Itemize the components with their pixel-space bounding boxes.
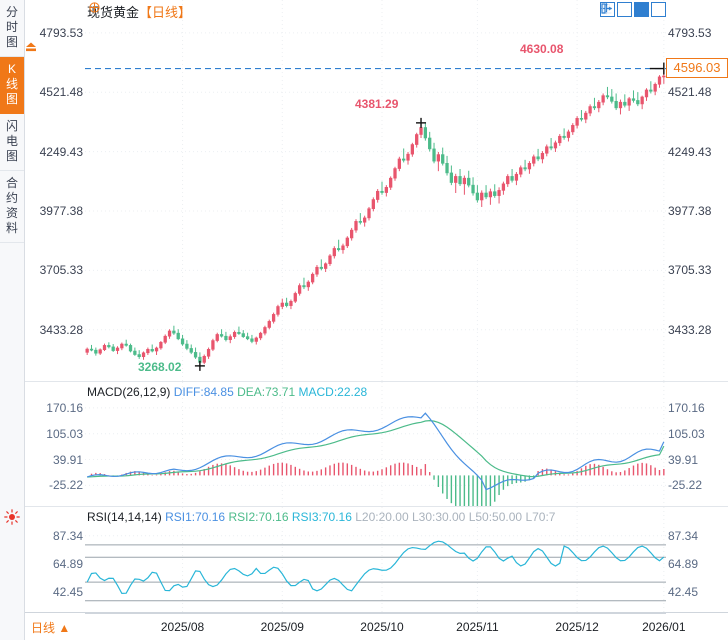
time-axis-label-1: 2025/09 bbox=[260, 620, 304, 634]
swing-high-label: 4381.29 bbox=[355, 97, 399, 111]
rsi-panel: RSI(14,14,14) RSI1:70.16 RSI2:70.16 RSI3… bbox=[25, 506, 728, 613]
last-price-tag: 4596.03 bbox=[666, 58, 728, 78]
price-y-label-right-1: 4521.48 bbox=[668, 85, 712, 100]
sidebar-item-contract[interactable]: 合约资料 bbox=[0, 171, 24, 243]
period-low-label: 3268.02 bbox=[138, 360, 182, 374]
rsi-y-label-left-1: 64.89 bbox=[52, 556, 83, 571]
rsi-name: RSI(14,14,14) bbox=[87, 510, 162, 524]
rsi-y-label-left-2: 42.45 bbox=[52, 584, 83, 599]
period-label: 【日线】 bbox=[139, 5, 192, 20]
sun-icon[interactable] bbox=[4, 509, 20, 525]
sidebar-item-time-chart[interactable]: 分时图 bbox=[0, 0, 24, 57]
chart-axis-left-icon[interactable] bbox=[601, 2, 632, 17]
rsi-l70-value: L70:7 bbox=[525, 510, 556, 524]
time-axis-label-4: 2025/12 bbox=[555, 620, 599, 634]
time-axis-label-2: 2025/10 bbox=[360, 620, 404, 634]
price-y-label-left-1: 4521.48 bbox=[39, 85, 83, 100]
rsi-plot[interactable] bbox=[85, 507, 666, 613]
macd-y-label-right-0: 170.16 bbox=[668, 400, 705, 415]
rsi2-value: RSI2:70.16 bbox=[228, 510, 289, 524]
macd-legend: MACD(26,12,9) DIFF:84.85 DEA:73.71 MACD:… bbox=[87, 385, 367, 399]
circle-info-icon[interactable] bbox=[89, 2, 100, 13]
macd-y-label-left-2: 39.91 bbox=[52, 452, 83, 467]
chart-title: 现货黄金【日线】 bbox=[87, 2, 191, 21]
macd-y-label-right-3: -25.22 bbox=[668, 478, 703, 493]
rsi1-value: RSI1:70.16 bbox=[165, 510, 226, 524]
macd-hist-value: MACD:22.28 bbox=[298, 385, 368, 399]
instrument-name: 现货黄金 bbox=[87, 5, 140, 20]
macd-y-label-left-1: 105.03 bbox=[46, 426, 83, 441]
sidebar: 分时图 K线图 闪电图 合约资料 bbox=[0, 0, 25, 640]
rsi-y-label-left-0: 87.34 bbox=[52, 528, 83, 543]
rsi3-value: RSI3:70.16 bbox=[291, 510, 352, 524]
sidebar-item-k-line[interactable]: K线图 bbox=[0, 57, 24, 114]
chart-toolbar bbox=[600, 2, 666, 17]
price-y-label-left-0: 4793.53 bbox=[39, 25, 83, 40]
rsi-y-label-right-0: 87.34 bbox=[668, 528, 699, 543]
sidebar-label-lightning: 闪电图 bbox=[5, 119, 18, 163]
time-axis-label-5: 2026/01 bbox=[642, 620, 686, 634]
price-y-label-right-0: 4793.53 bbox=[668, 25, 712, 40]
macd-panel: MACD(26,12,9) DIFF:84.85 DEA:73.71 MACD:… bbox=[25, 381, 728, 507]
chart-area: 现货黄金【日线】 4793.53 4521.48 4249.43 3977.38 370… bbox=[25, 0, 728, 640]
rsi-l50-value: L50:50.00 bbox=[468, 510, 523, 524]
triangle-marker-icon[interactable] bbox=[25, 41, 37, 53]
macd-name: MACD(26,12,9) bbox=[87, 385, 171, 399]
price-y-label-left-2: 4249.43 bbox=[39, 144, 83, 159]
macd-y-label-left-3: -25.22 bbox=[48, 478, 83, 493]
macd-y-label-left-0: 170.16 bbox=[46, 400, 83, 415]
chart-axis-right-icon[interactable] bbox=[601, 2, 649, 17]
price-y-label-left-3: 3977.38 bbox=[39, 204, 83, 219]
time-axis-label-3: 2025/11 bbox=[456, 620, 499, 634]
price-panel: 现货黄金【日线】 4793.53 4521.48 4249.43 3977.38 370… bbox=[25, 0, 728, 381]
price-y-label-left-4: 3705.33 bbox=[39, 263, 83, 278]
rsi-legend: RSI(14,14,14) RSI1:70.16 RSI2:70.16 RSI3… bbox=[87, 510, 555, 524]
price-y-label-right-3: 3977.38 bbox=[668, 204, 712, 219]
time-axis: 日线 ▲ 2025/08 2025/09 2025/10 2025/11 2025/12… bbox=[25, 612, 728, 641]
macd-diff-value: DIFF:84.85 bbox=[173, 385, 234, 399]
period-high-label: 4630.08 bbox=[520, 42, 564, 56]
rsi-l20-value: L20:20.00 bbox=[355, 510, 409, 524]
rsi-l30-value: L30:30.00 bbox=[411, 510, 466, 524]
rsi-y-label-right-1: 64.89 bbox=[668, 556, 699, 571]
exit-arrow-icon[interactable] bbox=[601, 2, 666, 17]
candlestick-plot[interactable] bbox=[85, 0, 666, 381]
macd-y-label-right-1: 105.03 bbox=[668, 426, 705, 441]
macd-plot[interactable] bbox=[85, 382, 666, 507]
macd-dea-value: DEA:73.71 bbox=[237, 385, 296, 399]
sidebar-item-lightning[interactable]: 闪电图 bbox=[0, 114, 24, 171]
sidebar-label-contract: 合约资料 bbox=[5, 176, 18, 235]
period-selector-button[interactable]: 日线 ▲ bbox=[31, 621, 71, 635]
rsi-y-label-right-2: 42.45 bbox=[668, 584, 699, 599]
time-axis-separator bbox=[85, 613, 666, 614]
time-axis-label-0: 2025/08 bbox=[160, 620, 205, 634]
price-y-label-left-5: 3433.28 bbox=[39, 322, 83, 337]
price-y-label-right-4: 3705.33 bbox=[668, 263, 712, 278]
macd-y-label-right-2: 39.91 bbox=[668, 452, 699, 467]
price-y-label-right-5: 3433.28 bbox=[668, 322, 712, 337]
sidebar-label-time-chart: 分时图 bbox=[5, 5, 18, 49]
sidebar-label-k-line: K线图 bbox=[5, 62, 18, 106]
price-y-label-right-2: 4249.43 bbox=[668, 144, 712, 159]
